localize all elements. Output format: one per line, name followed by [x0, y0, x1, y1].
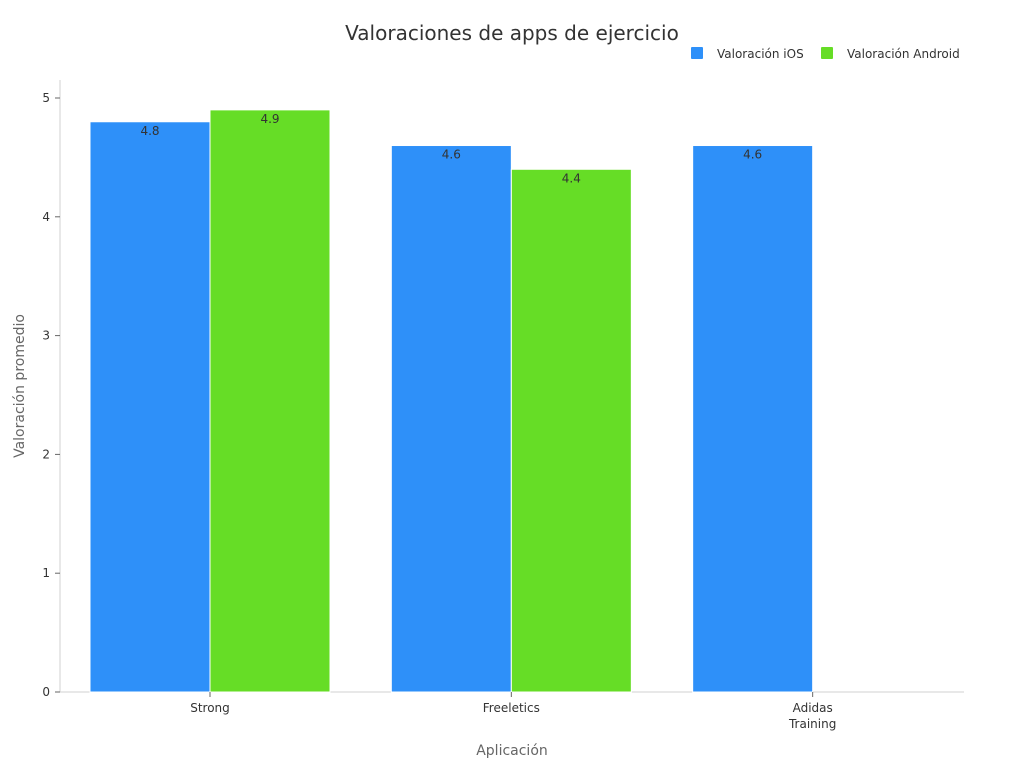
chart-title: Valoraciones de apps de ejercicio — [345, 21, 679, 45]
bars: 4.8 4.6 4.6 4.9 4.4 — [89, 109, 814, 693]
bar-value-label: 4.8 — [140, 124, 159, 138]
y-tick-label: 3 — [42, 329, 50, 343]
legend-swatch-ios — [691, 47, 703, 59]
y-tick-label: 0 — [42, 685, 50, 699]
bar-android — [209, 109, 331, 693]
y-tick-label: 1 — [42, 566, 50, 580]
x-axis-ticks: Strong Freeletics Adidas Training — [190, 692, 836, 731]
bar-ios — [390, 145, 512, 693]
x-tick-label: Strong — [190, 701, 230, 715]
x-axis-label: Aplicación — [476, 743, 548, 759]
legend-label-ios: Valoración iOS — [717, 47, 804, 61]
bar-value-label: 4.9 — [260, 112, 279, 126]
y-axis-ticks: 0 1 2 3 4 5 — [42, 91, 60, 699]
bar-ios — [692, 145, 814, 693]
y-tick-label: 4 — [42, 210, 50, 224]
x-tick-label: Freeletics — [483, 701, 540, 715]
bar-value-label: 4.6 — [743, 148, 762, 162]
x-tick-label: Adidas Training — [788, 701, 836, 731]
bar-value-label: 4.4 — [562, 171, 581, 185]
y-tick-label: 2 — [42, 447, 50, 461]
legend: Valoración iOS Valoración Android — [691, 47, 960, 61]
bar-value-label: 4.6 — [442, 148, 461, 162]
y-tick-label: 5 — [42, 91, 50, 105]
y-axis-label: Valoración promedio — [12, 314, 28, 458]
legend-swatch-android — [821, 47, 833, 59]
bar-android — [510, 168, 632, 693]
legend-label-android: Valoración Android — [847, 47, 960, 61]
bar-ios — [89, 121, 211, 693]
